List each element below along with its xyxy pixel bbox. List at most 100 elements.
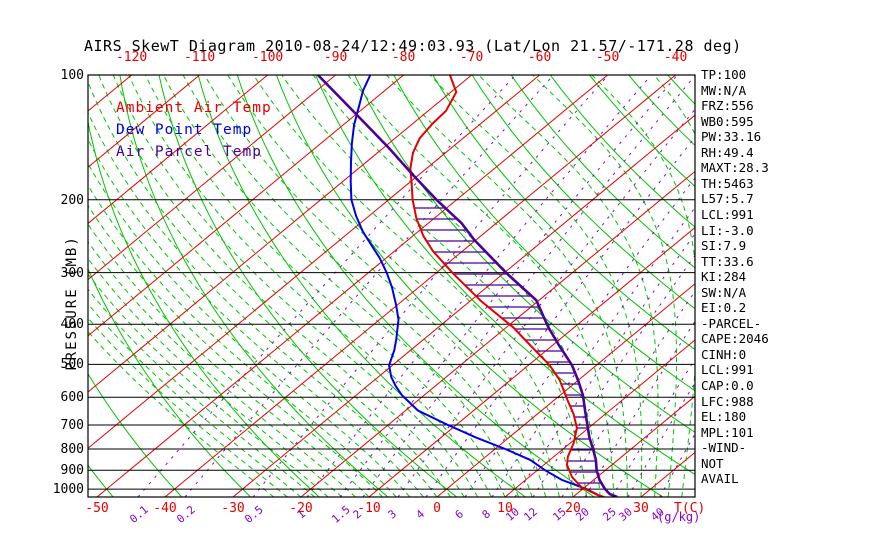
mixing-ratio-line <box>184 75 554 497</box>
dry-adiabat-line <box>275 75 664 497</box>
top-temp-tick--110: -110 <box>183 50 216 65</box>
moist-adiabat-line <box>88 138 424 497</box>
index-line-9: LCL:991 <box>701 206 754 222</box>
bottom-temp-tick--30: -30 <box>221 501 245 516</box>
mixing-ratio-line <box>659 432 695 497</box>
index-line-8: L57:5.7 <box>701 191 754 207</box>
dry-adiabat-line <box>88 372 183 497</box>
index-line-17: CAPE:2046 <box>701 331 769 347</box>
moist-adiabat-line <box>591 75 695 497</box>
isotherm-line <box>0 75 64 497</box>
isotherm-line <box>164 75 676 497</box>
index-line-2: FRZ:556 <box>701 98 754 114</box>
dry-adiabat-line <box>549 75 695 228</box>
mixing-ratio-line <box>425 136 695 497</box>
dry-adiabat-line <box>354 75 695 433</box>
top-temp-tick--70: -70 <box>459 50 484 65</box>
bottom-temp-tick-30: 30 <box>633 501 649 516</box>
index-line-19: LCL:991 <box>701 362 754 378</box>
moist-adiabat-line <box>88 257 343 497</box>
pressure-tick-900: 900 <box>60 463 84 479</box>
top-temp-tick--60: -60 <box>527 50 552 65</box>
mixing-ratio-line <box>464 177 695 497</box>
isotherm-line <box>88 75 268 225</box>
moist-adiabat-line <box>88 330 275 497</box>
dry-adiabat-line <box>589 75 695 188</box>
dry-adiabat-line <box>197 75 526 497</box>
pressure-axis-label: PRESSURE (MB) <box>64 235 80 371</box>
isotherm-line <box>232 114 695 497</box>
isotherm-line <box>88 75 336 281</box>
index-line-12: TT:33.6 <box>701 253 754 269</box>
dry-adiabat-line <box>667 75 695 105</box>
bottom-temp-tick-10: 10 <box>497 501 513 516</box>
bottom-temp-tick--10: -10 <box>357 501 381 516</box>
dry-adiabat-line <box>158 75 458 497</box>
dry-adiabat-line <box>863 75 870 497</box>
index-line-4: PW:33.16 <box>701 129 762 145</box>
dry-adiabat-line <box>824 75 870 497</box>
moist-adiabat-line <box>88 240 356 497</box>
index-line-22: EL:180 <box>701 409 747 425</box>
dry-adiabat-line <box>785 75 870 497</box>
pressure-tick-400: 400 <box>60 317 84 333</box>
moist-adiabat-line <box>253 75 574 497</box>
plot-frame <box>87 74 696 498</box>
moist-adiabat-line <box>227 75 560 497</box>
moist-adiabat-line <box>88 204 383 497</box>
plot-area <box>0 75 870 497</box>
top-temp-tick--40: -40 <box>663 50 688 65</box>
moist-adiabat-line <box>429 75 643 497</box>
moist-adiabat-line <box>128 75 492 497</box>
pressure-tick-200: 200 <box>60 192 84 208</box>
moist-adiabat-line <box>98 75 465 497</box>
pressure-tick-300: 300 <box>60 265 84 281</box>
index-line-16: -PARCEL- <box>701 315 762 331</box>
index-line-11: SI:7.9 <box>701 238 747 254</box>
index-line-0: TP:100 <box>701 67 747 82</box>
parcel-temp-curve <box>316 75 618 497</box>
bottom-temp-tick--20: -20 <box>289 501 313 516</box>
pressure-tick-800: 800 <box>60 441 84 457</box>
legend-dew-point-temp: Dew Point Temp <box>116 122 253 138</box>
dry-adiabat-line <box>746 75 870 497</box>
isotherm-line <box>436 283 695 497</box>
bottom-temp-tick-20: 20 <box>565 501 581 516</box>
top-temp-tick--80: -80 <box>391 50 416 65</box>
index-line-25: NOT <box>701 455 724 471</box>
pressure-tick-1000: 1000 <box>52 482 84 498</box>
moist-adiabat-line <box>386 75 628 497</box>
moist-adiabat-line <box>88 111 438 497</box>
isotherm-line <box>88 75 200 168</box>
moist-adiabat-line <box>182 75 533 497</box>
moist-adiabat-line <box>88 273 329 497</box>
isotherm-line <box>88 75 540 449</box>
mixing-ratio-line <box>252 75 609 497</box>
moist-adiabat-line <box>204 75 547 497</box>
isotherm-line <box>572 395 695 497</box>
isotherm-line <box>88 75 404 337</box>
pressure-tick-100: 100 <box>60 68 84 83</box>
index-line-1: MW:N/A <box>701 82 747 98</box>
index-line-10: LI:-3.0 <box>701 222 754 238</box>
index-line-6: MAXT:28.3 <box>701 160 769 176</box>
mixing-ratio-line <box>397 108 695 497</box>
index-line-7: TH:5463 <box>701 175 754 191</box>
moist-adiabat-line <box>532 75 677 497</box>
dry-adiabat-line <box>393 75 695 392</box>
isotherm-line <box>300 170 695 497</box>
top-temp-tick--90: -90 <box>323 50 348 65</box>
legend-ambient-air-temp: Ambient Air Temp <box>116 100 272 116</box>
moist-adiabat-line <box>144 75 506 497</box>
legend-air-parcel-temp: Air Parcel Temp <box>116 144 262 160</box>
ambient-temp-curve <box>409 75 605 497</box>
bottom-temp-tick-0: 0 <box>433 501 441 516</box>
chart-title: AIRS SkewT Diagram 2010-08-24/12:49:03.9… <box>84 37 742 55</box>
bottom-temp-tick--40: -40 <box>153 501 177 516</box>
index-line-15: EI:0.2 <box>701 300 747 316</box>
pressure-tick-700: 700 <box>60 417 84 433</box>
moist-adiabat-line <box>88 288 315 497</box>
moist-adiabat-line <box>478 75 659 497</box>
moist-adiabat-line <box>281 75 588 497</box>
